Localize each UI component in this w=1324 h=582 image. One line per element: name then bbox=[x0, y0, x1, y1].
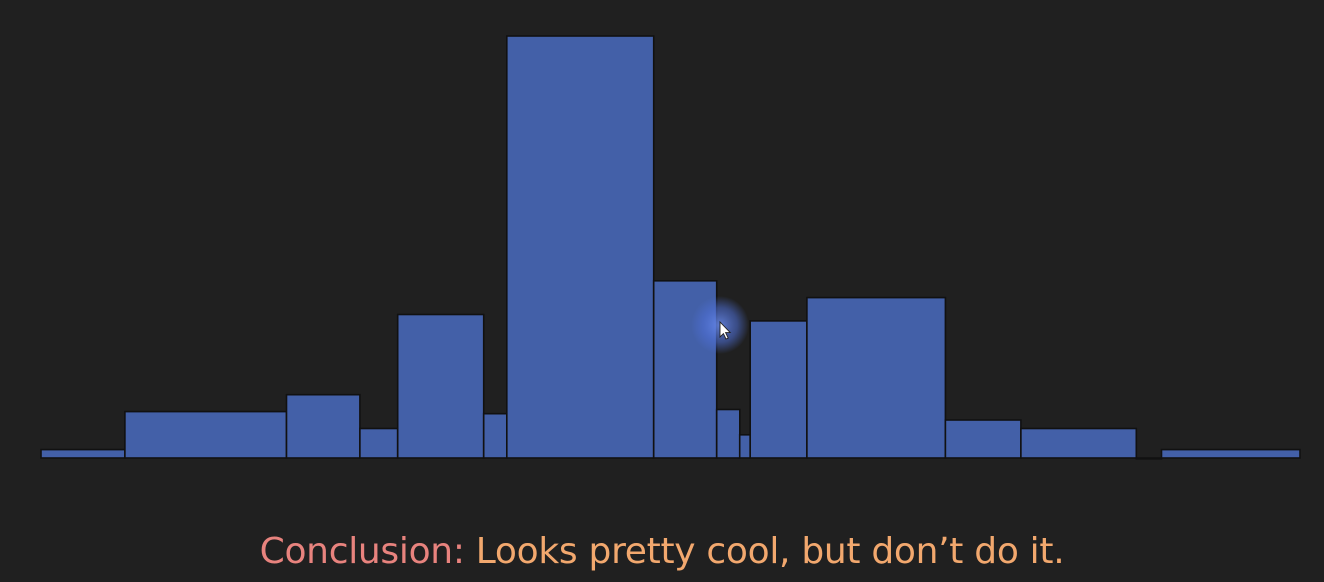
histogram-bar-9 bbox=[715, 408, 741, 459]
histogram-bars bbox=[40, 35, 1301, 460]
histogram-bar-5 bbox=[396, 313, 485, 459]
histogram-bar-16 bbox=[1160, 448, 1301, 459]
conclusion-caption: Conclusion: Looks pretty cool, but don’t… bbox=[0, 522, 1324, 582]
histogram-bar-6 bbox=[482, 412, 508, 459]
histogram-bar-1 bbox=[40, 448, 126, 459]
histogram-bar-3 bbox=[285, 393, 361, 459]
histogram-bar-12 bbox=[806, 296, 947, 459]
histogram-bar-14 bbox=[1020, 427, 1138, 459]
histogram-bar-13 bbox=[944, 419, 1022, 459]
histogram-bar-4 bbox=[359, 427, 399, 459]
caption-label: Conclusion: bbox=[259, 531, 465, 572]
histogram-bar-11 bbox=[749, 320, 808, 459]
histogram-bar-7 bbox=[505, 35, 655, 459]
histogram-bar-2 bbox=[124, 410, 288, 459]
histogram-bar-15 bbox=[1135, 457, 1163, 460]
caption-text: Looks pretty cool, but don’t do it. bbox=[464, 531, 1065, 572]
histogram-chart bbox=[40, 35, 1301, 460]
histogram-bar-10 bbox=[738, 433, 752, 459]
mouse-pointer-icon bbox=[691, 296, 749, 354]
